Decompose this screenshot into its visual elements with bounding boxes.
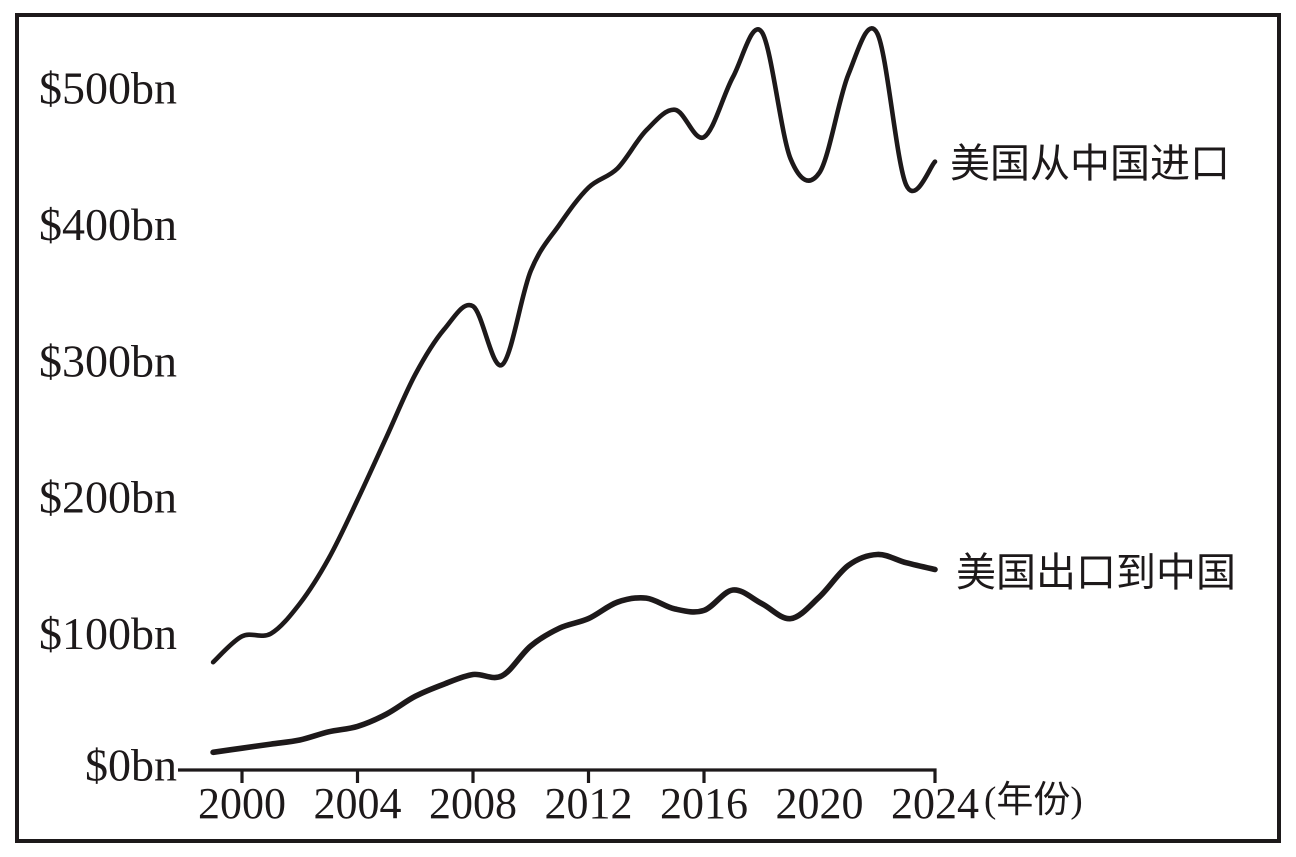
y-tick-label: $500bn [39,63,177,114]
y-tick-label: $300bn [39,335,177,386]
labels-layer: 美国从中国进口 美国出口到中国 (年份) [950,141,1236,821]
axis-layer: 2000 2004 2008 2012 2016 2020 2024 $0bn $100bn $2… [39,63,979,829]
x-tick-label: 2004 [314,779,402,828]
x-tick-label: 2008 [429,779,517,828]
x-tick-label: 2012 [545,779,633,828]
x-tick-label: 2016 [660,779,748,828]
x-axis-unit-label: (年份) [984,779,1083,821]
y-tick-label: $100bn [39,608,177,659]
x-tick-label: 2000 [198,779,286,828]
y-tick-label: $400bn [39,199,177,250]
x-axis-line [178,768,937,783]
imports-series-label: 美国从中国进口 [950,141,1230,186]
exports-series-label: 美国出口到中国 [956,550,1236,595]
x-tick-label: 2020 [776,779,864,828]
exports-to-china-line [210,551,938,756]
curves-layer [210,26,938,756]
x-tick-label: 2024 [891,779,979,828]
y-tick-label: $200bn [39,472,177,523]
figure-border-frame [15,13,1281,843]
y-tick-label: $0bn [85,740,177,791]
imports-from-china-line [210,26,938,665]
